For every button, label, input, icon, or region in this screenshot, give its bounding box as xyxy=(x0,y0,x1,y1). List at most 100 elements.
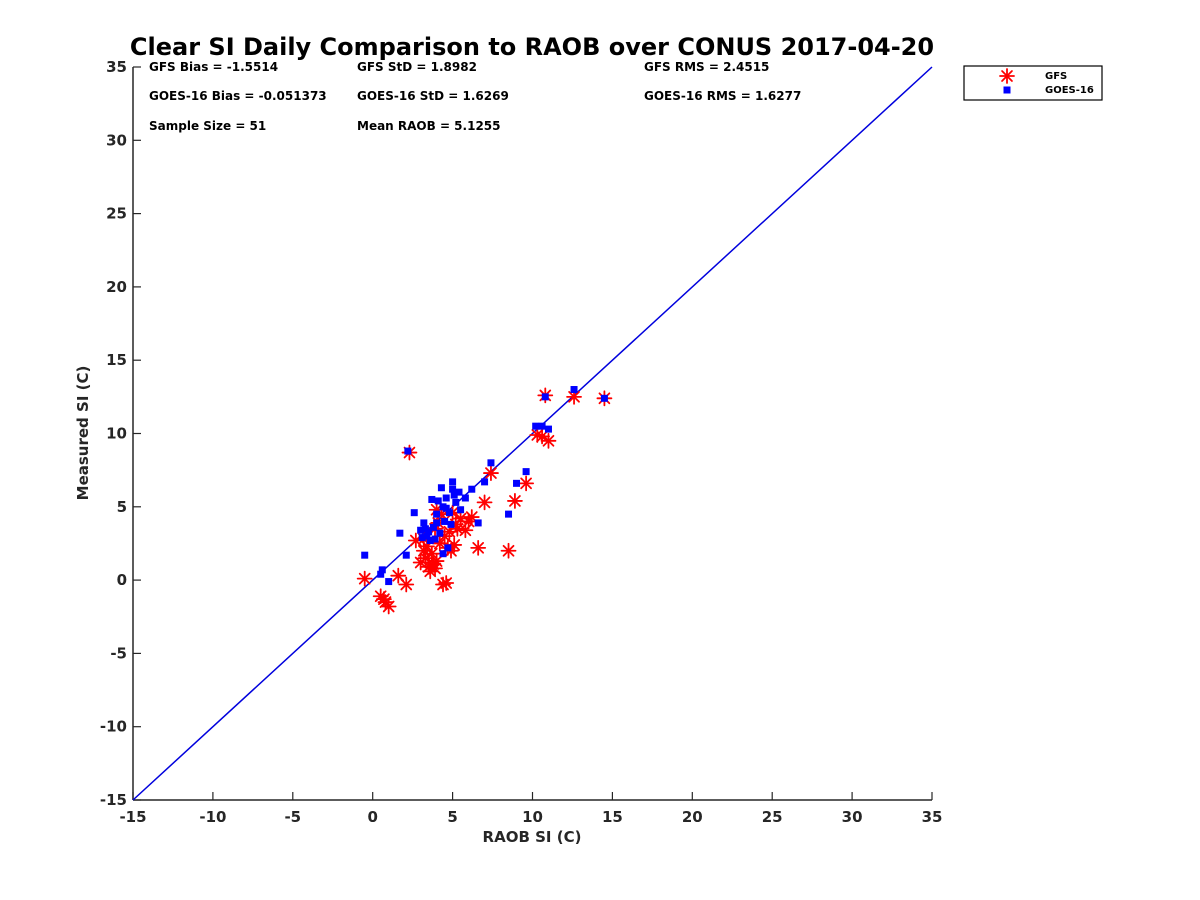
y-tick-label: 15 xyxy=(106,351,127,369)
legend-goes-16-label: GOES-16 xyxy=(1045,85,1094,96)
y-tick-label: 20 xyxy=(106,278,127,296)
x-tick-label: -15 xyxy=(119,808,146,826)
stat-annotation: GFS RMS = 2.4515 xyxy=(644,60,769,74)
x-tick-label: -5 xyxy=(284,808,301,826)
x-tick-label: 35 xyxy=(922,808,943,826)
x-tick-label: 5 xyxy=(447,808,457,826)
goes-16-point xyxy=(410,509,418,517)
gfs-point xyxy=(540,432,557,449)
goes-16-point xyxy=(441,517,449,525)
x-tick-label: 20 xyxy=(682,808,703,826)
x-ticks: -15 -10 -5 0 5 10 15 20 25 30 35 xyxy=(119,792,942,826)
goes-16-point xyxy=(385,578,393,586)
gfs-point xyxy=(483,465,499,481)
gfs-point xyxy=(438,575,455,591)
gfs-point xyxy=(470,539,487,556)
goes-16-point xyxy=(418,534,426,542)
goes-16-point xyxy=(423,532,431,540)
goes-16-point xyxy=(402,551,410,559)
y-tick-label: -5 xyxy=(110,644,127,662)
x-tick-label: 30 xyxy=(842,808,863,826)
goes-16-point xyxy=(434,497,442,505)
goes-16-point xyxy=(442,504,450,512)
stat-annotation: GFS StD = 1.8982 xyxy=(357,60,477,74)
y-tick-label: -10 xyxy=(100,718,127,736)
goes-16-point xyxy=(421,525,429,533)
goes-16-point xyxy=(541,393,549,401)
legend: GFS GOES-16 xyxy=(963,65,1103,101)
y-tick-label: 30 xyxy=(106,131,127,149)
gfs-point xyxy=(398,576,415,593)
x-tick-label: 10 xyxy=(522,808,543,826)
y-tick-label: 10 xyxy=(106,425,127,443)
goes-16-point xyxy=(538,422,546,430)
stat-annotation: GOES-16 Bias = -0.051373 xyxy=(149,89,327,103)
goes-16-point xyxy=(431,535,439,543)
x-tick-label: 25 xyxy=(762,808,783,826)
y-tick-label: 35 xyxy=(106,58,127,76)
gfs-point xyxy=(534,428,550,445)
gfs-point xyxy=(518,475,535,492)
goes-16-point xyxy=(455,488,463,496)
y-axis-label: Measured SI (C) xyxy=(74,366,92,501)
goes-16-point xyxy=(445,509,453,517)
goes-16-point xyxy=(437,484,445,492)
goes-16-point xyxy=(457,506,465,514)
gfs-point xyxy=(356,570,373,587)
goes-16-point xyxy=(513,479,521,487)
plot-area: -15 -10 -5 0 5 10 15 20 25 30 35 -15 -10 -5 0 5 10 15 20 2… xyxy=(100,58,943,826)
goes-16-point xyxy=(487,459,495,467)
gfs-point xyxy=(380,598,397,615)
goes-16-point xyxy=(532,422,540,430)
gfs-point xyxy=(507,493,523,509)
goes-16-point xyxy=(417,526,425,534)
y-tick-label: -15 xyxy=(100,791,127,809)
stat-annotation: Mean RAOB = 5.1255 xyxy=(357,119,501,133)
goes-16-point xyxy=(420,519,428,527)
goes-16-point xyxy=(433,510,441,518)
goes-16-point xyxy=(481,478,489,486)
goes-16-point xyxy=(361,551,369,559)
legend-box xyxy=(963,65,1103,101)
goes-16-point xyxy=(442,494,450,502)
goes-16-point xyxy=(404,447,412,455)
x-tick-label: 15 xyxy=(602,808,623,826)
goes-16-point xyxy=(378,566,386,574)
legend-gfs-marker xyxy=(999,68,1015,84)
goes-16-point xyxy=(505,510,513,518)
goes-16-point xyxy=(468,485,476,493)
goes-16-point xyxy=(429,523,437,531)
x-tick-label: -10 xyxy=(199,808,226,826)
x-axis-label: RAOB SI (C) xyxy=(483,828,582,846)
goes-16-point xyxy=(396,529,404,537)
gfs-point xyxy=(476,494,493,511)
legend-gfs-label: GFS xyxy=(1045,71,1067,82)
goes-16-point xyxy=(428,495,436,503)
goes-16-point xyxy=(449,485,457,493)
goes-16-point xyxy=(450,491,458,499)
goes-16-point xyxy=(522,468,530,476)
y-tick-label: 0 xyxy=(117,571,127,589)
y-tick-label: 25 xyxy=(106,205,127,223)
one-to-one-reference-line xyxy=(132,66,933,801)
goes-16-point xyxy=(439,550,447,558)
goes-16-point xyxy=(449,478,457,486)
stat-annotation: Sample Size = 51 xyxy=(149,119,266,133)
goes-16-point xyxy=(436,529,444,537)
goes-16-point xyxy=(544,425,552,433)
goes-16-point xyxy=(570,386,578,394)
goes-16-point xyxy=(474,519,482,527)
stat-annotation: GOES-16 RMS = 1.6277 xyxy=(644,89,801,103)
goes-16-series xyxy=(361,386,608,586)
goes-16-point xyxy=(433,519,441,527)
goes-16-point xyxy=(600,394,608,402)
goes-16-point xyxy=(377,570,385,578)
stat-annotation: GFS Bias = -1.5514 xyxy=(149,60,278,74)
goes-16-point xyxy=(444,544,452,552)
gfs-point xyxy=(500,542,517,559)
y-ticks: -15 -10 -5 0 5 10 15 20 25 30 35 xyxy=(100,58,141,809)
goes-16-point xyxy=(461,494,469,502)
gfs-series xyxy=(356,387,613,615)
goes-16-point xyxy=(452,498,460,506)
legend-goes-16-marker xyxy=(1003,86,1011,94)
